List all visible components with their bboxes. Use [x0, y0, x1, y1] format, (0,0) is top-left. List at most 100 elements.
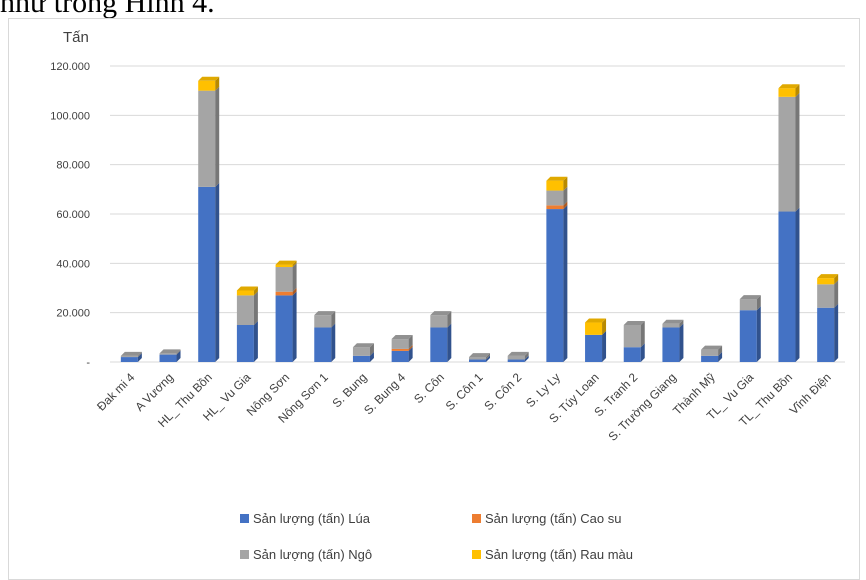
bar-segment [817, 307, 835, 362]
bar-segment-top [120, 351, 142, 356]
bar-segment [585, 334, 603, 362]
bar-segment [623, 347, 641, 362]
x-tick-label: S. Côn [411, 370, 447, 406]
bar-segment-side [756, 306, 761, 362]
bar-segment-top [507, 351, 529, 356]
bar-segment [391, 348, 409, 351]
bar-segment-top [585, 318, 607, 323]
bar-segment-side [176, 349, 181, 355]
bar-segment-top [469, 353, 490, 358]
bar-segment-side [524, 355, 529, 362]
y-tick-label: - [86, 357, 90, 369]
bar-segment [778, 88, 796, 97]
bar-segment-side [679, 319, 684, 328]
bar-segment-side [253, 291, 258, 325]
y-tick-label: 120.000 [50, 61, 90, 73]
bar-segment-top [314, 311, 336, 316]
y-tick-label: 60.000 [56, 209, 90, 221]
bar-segment [120, 357, 138, 362]
bar-segment [507, 359, 525, 362]
x-tick-label: S. Côn 2 [481, 370, 524, 413]
bar-segment [546, 190, 564, 206]
bar-segment-top [662, 319, 684, 324]
bar-segment [236, 325, 254, 362]
y-tick-label: 40.000 [56, 258, 90, 270]
bar-segment-side [834, 280, 839, 308]
bar-segment [623, 325, 641, 348]
bar-segment-side [640, 343, 645, 362]
bar-segment-side [408, 346, 413, 362]
bar-segment-side [292, 287, 297, 296]
bar-segment [352, 347, 370, 356]
bar-segment-side [408, 335, 413, 349]
bar-segment-side [253, 286, 258, 296]
bar-segment-side [486, 353, 490, 360]
bar-segment-side [292, 260, 297, 268]
bar-segment [120, 355, 138, 358]
x-tick-label: Vĩnh Điện [787, 370, 834, 417]
bar-segment-top [352, 343, 374, 348]
bar-segment [198, 80, 216, 91]
bar-segment-side [331, 311, 336, 328]
bar-segment [198, 186, 216, 362]
bar-segment [430, 327, 448, 362]
bar-segment-side [369, 343, 374, 356]
bar-segment-side [137, 353, 142, 362]
bar-segment [469, 357, 486, 360]
bar-segment-side [176, 350, 181, 362]
bar-segment [314, 327, 332, 362]
bar-segment-side [834, 274, 839, 285]
bar-segment [585, 322, 603, 335]
y-tick-label: 100.000 [50, 110, 90, 122]
bar-segment-side [486, 355, 490, 362]
y-tick-label: 20.000 [56, 308, 90, 320]
x-tick-label: S. Bung 4 [361, 370, 408, 417]
bar-segment [430, 315, 448, 328]
bar-segment-side [292, 291, 297, 362]
bar-segment [739, 310, 757, 362]
document-caption: như trong Hình 4. [0, 0, 215, 19]
bar-segment-side [408, 344, 413, 351]
bar-segment-side [795, 92, 800, 212]
bar-segment-side [563, 205, 568, 362]
bar-segment-side [253, 321, 258, 362]
bar-segment [701, 349, 719, 356]
bar-segment-top [275, 260, 297, 265]
x-tick-label: S. Trường Giang [606, 370, 680, 444]
bar-segment [546, 180, 564, 191]
y-axis-label: Tấn [63, 29, 89, 46]
bar-segment [817, 284, 835, 308]
bar-segment-top [623, 321, 645, 325]
bar-segment-top [701, 345, 723, 350]
bar-segment-side [292, 263, 297, 292]
bar-segment [546, 209, 564, 362]
bar-segment-side [718, 345, 723, 356]
bars [120, 76, 839, 362]
bar-segment-side [795, 207, 800, 362]
bar-segment [662, 327, 680, 362]
bar-segment-side [563, 186, 568, 206]
bar-segment [159, 354, 177, 362]
y-tick-labels: - 20.000 40.000 60.000 80.000 100.000 120.000 [50, 61, 90, 369]
bar-segment [236, 295, 254, 325]
bar-segment-side [563, 176, 568, 191]
bar-segment [275, 295, 293, 362]
bar-segment-side [718, 351, 723, 362]
bar-segment [391, 350, 409, 362]
bar-segment [739, 299, 757, 311]
bar-segment-side [563, 201, 568, 210]
bar-segment-side [331, 323, 336, 362]
bar-segment [701, 355, 719, 362]
bar-segment-side [215, 86, 220, 187]
bar-segment-side [640, 321, 645, 348]
bar-segment-top [159, 349, 181, 354]
bar-segment-side [137, 351, 142, 358]
bar-segment-side [215, 76, 220, 91]
chart-frame [8, 18, 860, 580]
x-tick-label: Đak mi 4 [94, 370, 138, 414]
bar-segment-top [817, 274, 839, 279]
bar-segment [817, 278, 835, 285]
bar-segment-side [834, 303, 839, 362]
